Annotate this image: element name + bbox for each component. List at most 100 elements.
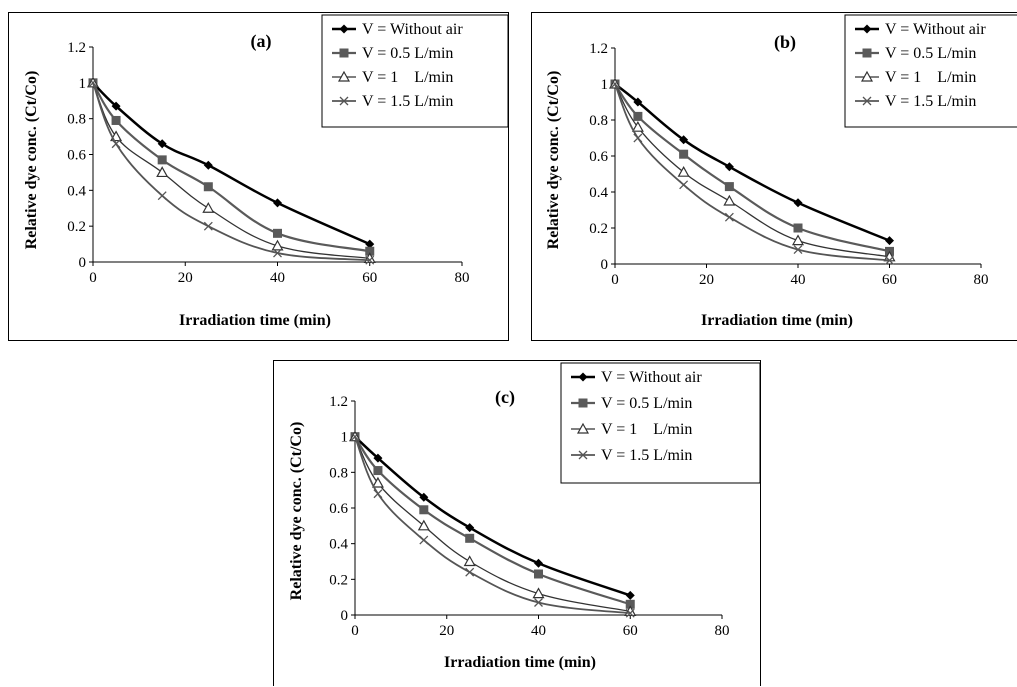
data-point-1 bbox=[631, 120, 644, 132]
y-tick-label: 0.8 bbox=[589, 113, 608, 129]
legend-entry-1: V = Without air bbox=[571, 369, 702, 386]
data-point-legend bbox=[578, 372, 588, 382]
y-tick-label: 0.2 bbox=[67, 219, 86, 235]
legend: V = Without air V = 0.5 L/min V = 1 L/min V… bbox=[560, 362, 761, 484]
x-tick-label: 60 bbox=[362, 270, 377, 286]
data-point-1 bbox=[633, 133, 643, 143]
x-tick-label: 20 bbox=[699, 272, 714, 288]
data-point-2 bbox=[157, 139, 167, 149]
data-point-3 bbox=[724, 182, 734, 192]
data-point-4 bbox=[271, 239, 284, 251]
x-tick-label: 20 bbox=[439, 623, 454, 639]
y-tick-label: 1 bbox=[601, 77, 609, 93]
data-point-1 bbox=[111, 139, 121, 149]
data-point-3 bbox=[465, 523, 475, 533]
x-tick-label: 80 bbox=[715, 623, 730, 639]
data-point-3 bbox=[202, 202, 215, 213]
legend-label: V = 1 L/min bbox=[885, 69, 976, 86]
data-point-4 bbox=[793, 198, 803, 208]
series-4 bbox=[88, 78, 375, 265]
y-tick-label: 0.2 bbox=[589, 221, 608, 237]
legend-entry-1: V = Without air bbox=[855, 21, 986, 38]
x-tick-label: 20 bbox=[178, 270, 193, 286]
x-tick-label: 80 bbox=[455, 270, 470, 286]
data-point-legend bbox=[578, 450, 588, 460]
legend-entry-4: V = 1.5 L/min bbox=[332, 93, 453, 110]
legend-label: V = 1.5 L/min bbox=[885, 93, 976, 110]
data-point-2 bbox=[419, 505, 429, 515]
data-point-4 bbox=[534, 558, 543, 568]
data-point-4 bbox=[273, 198, 282, 208]
x-axis-label: Irradiation time (min) bbox=[701, 312, 853, 329]
y-tick-label: 0.6 bbox=[589, 149, 608, 165]
y-tick-label: 0.8 bbox=[67, 112, 86, 128]
data-point-2 bbox=[677, 165, 690, 177]
legend-label: V = 0.5 L/min bbox=[362, 45, 453, 62]
legend-label: V = 1 L/min bbox=[601, 421, 692, 438]
data-point-legend bbox=[860, 70, 874, 82]
panel-label: (b) bbox=[774, 32, 796, 53]
legend-entry-4: V = 1.5 L/min bbox=[571, 447, 692, 464]
legend-label: V = 1 L/min bbox=[362, 69, 453, 86]
legend-entry-3: V = 1 L/min bbox=[571, 421, 692, 438]
legend-entry-2: V = 0.5 L/min bbox=[332, 45, 453, 62]
y-tick-label: 0.6 bbox=[329, 501, 348, 517]
data-point-1 bbox=[371, 476, 384, 488]
y-tick-label: 1.2 bbox=[67, 40, 86, 56]
data-point-2 bbox=[679, 135, 689, 145]
chart-panel-c: 0 0.2 0.4 0.6 0.8 1 1.2 0 20 40 60 80 Irradiation ti… bbox=[273, 360, 761, 686]
legend-entry-2: V = 0.5 L/min bbox=[571, 395, 692, 412]
y-tick-label: 0 bbox=[341, 608, 349, 624]
x-tick-label: 40 bbox=[791, 272, 806, 288]
data-point-2 bbox=[157, 155, 167, 165]
series-4 bbox=[610, 79, 894, 265]
data-point-0 bbox=[610, 79, 620, 89]
y-axis-label: Relative dye conc. (Ct/Co) bbox=[545, 71, 562, 250]
legend-label: V = 0.5 L/min bbox=[601, 395, 692, 412]
data-point-4 bbox=[793, 245, 803, 255]
data-point-4 bbox=[534, 598, 543, 607]
data-point-3 bbox=[465, 567, 475, 577]
data-point-1 bbox=[373, 453, 383, 463]
data-point-3 bbox=[203, 221, 213, 231]
data-point-4 bbox=[534, 569, 543, 579]
data-point-1 bbox=[111, 101, 121, 111]
data-point-5 bbox=[365, 246, 375, 256]
data-point-3 bbox=[724, 212, 734, 222]
data-point-4 bbox=[273, 248, 282, 258]
legend-entry-3: V = 1 L/min bbox=[332, 69, 453, 86]
data-point-4 bbox=[532, 587, 545, 599]
x-tick-label: 80 bbox=[974, 272, 989, 288]
data-point-2 bbox=[419, 492, 429, 502]
legend-box bbox=[560, 362, 761, 484]
data-point-legend bbox=[339, 48, 349, 58]
legend-entry-1: V = Without air bbox=[332, 21, 463, 38]
x-axis-label: Irradiation time (min) bbox=[179, 312, 331, 329]
x-tick-label: 60 bbox=[623, 623, 638, 639]
y-tick-label: 1 bbox=[79, 76, 87, 92]
y-axis-label: Relative dye conc. (Ct/Co) bbox=[288, 422, 305, 601]
data-point-legend bbox=[862, 24, 872, 34]
y-tick-label: 1 bbox=[341, 430, 349, 446]
data-point-3 bbox=[203, 182, 213, 192]
legend-entry-3: V = 1 L/min bbox=[855, 69, 976, 86]
data-point-5 bbox=[625, 590, 635, 600]
data-point-legend bbox=[862, 48, 872, 58]
data-point-2 bbox=[419, 535, 429, 545]
y-tick-label: 1.2 bbox=[589, 41, 608, 57]
data-point-2 bbox=[417, 519, 430, 531]
series-1 bbox=[610, 79, 894, 246]
data-point-3 bbox=[724, 162, 734, 172]
chart-c-svg: 0 0.2 0.4 0.6 0.8 1 1.2 0 20 40 60 80 Irradiation ti… bbox=[288, 362, 761, 671]
data-point-2 bbox=[157, 191, 167, 201]
legend-label: V = Without air bbox=[362, 21, 463, 38]
y-tick-label: 0.8 bbox=[329, 465, 348, 481]
legend-entry-2: V = 0.5 L/min bbox=[855, 45, 976, 62]
y-tick-label: 0.4 bbox=[589, 185, 608, 201]
data-point-4 bbox=[793, 223, 803, 233]
data-point-2 bbox=[679, 149, 689, 159]
legend-label: V = Without air bbox=[601, 369, 702, 386]
panel-label: (a) bbox=[251, 31, 272, 52]
legend-label: V = 1.5 L/min bbox=[601, 447, 692, 464]
data-point-legend bbox=[862, 96, 872, 106]
